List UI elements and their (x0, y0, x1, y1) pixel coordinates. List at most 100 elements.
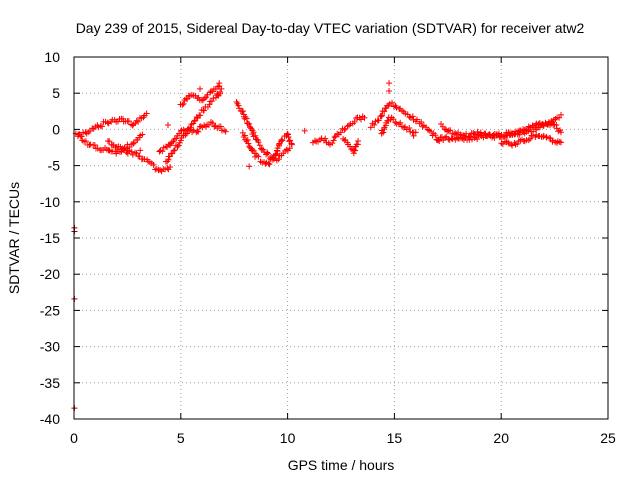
data-point-marker (395, 121, 402, 128)
data-point-marker (558, 111, 565, 118)
data-point-marker (473, 131, 480, 138)
data-point-marker (136, 153, 143, 160)
data-point-marker (403, 126, 410, 133)
data-point-marker (447, 127, 454, 134)
data-point-marker (448, 135, 455, 142)
data-point-marker (197, 112, 204, 119)
data-point-marker (556, 138, 563, 145)
data-point-marker (167, 164, 174, 171)
data-point-marker (177, 137, 184, 144)
data-point-marker (558, 129, 565, 136)
data-point-marker (389, 99, 396, 106)
data-point-marker (137, 147, 144, 154)
data-point-marker (386, 80, 393, 87)
data-point-marker (350, 150, 357, 157)
data-point-marker (173, 135, 180, 142)
data-point-marker (183, 130, 190, 137)
data-point-marker (525, 137, 532, 144)
data-point-marker (129, 140, 136, 147)
data-point-marker (187, 124, 194, 131)
x-tick-label: 20 (493, 430, 509, 446)
y-tick-label: -30 (40, 339, 60, 355)
data-point-marker (412, 129, 419, 136)
data-point-marker (527, 135, 534, 142)
data-point-marker (120, 146, 127, 153)
data-point-marker (132, 149, 139, 156)
x-tick-label: 5 (177, 430, 185, 446)
data-point-marker (244, 136, 251, 143)
axis-ticks (73, 56, 609, 420)
data-point-marker (502, 132, 509, 139)
y-tick-label: -40 (40, 411, 60, 427)
x-tick-label: 25 (600, 430, 616, 446)
data-point-marker (250, 147, 257, 154)
data-point-marker (113, 150, 120, 157)
data-point-marker (463, 130, 470, 137)
data-point-marker (347, 143, 354, 150)
data-point-marker (279, 137, 286, 144)
data-point-marker (235, 102, 242, 109)
data-point-marker (125, 118, 132, 125)
data-point-marker (150, 161, 157, 168)
y-tick-label: -5 (48, 158, 61, 174)
data-point-marker (179, 101, 186, 108)
data-point-marker (210, 95, 217, 102)
data-point-marker (371, 121, 378, 128)
y-axis-label: SDTVAR / TECUs (6, 182, 22, 294)
data-point-marker (135, 118, 142, 125)
data-point-marker (255, 153, 262, 160)
data-point-marker (246, 163, 253, 170)
data-point-marker (522, 126, 529, 133)
data-point-marker (78, 133, 85, 140)
data-point-marker (375, 117, 382, 124)
data-point-marker (390, 116, 397, 123)
data-point-marker (164, 165, 171, 172)
data-point-marker (284, 130, 291, 137)
y-tick-label: 10 (44, 49, 60, 65)
data-point-marker (194, 128, 201, 135)
data-point-marker (222, 128, 229, 135)
data-point-marker (409, 113, 416, 120)
data-point-marker (434, 137, 441, 144)
data-point-marker (139, 131, 146, 138)
data-point-marker (498, 140, 505, 147)
data-point-marker (378, 113, 385, 120)
data-point-marker (474, 136, 481, 143)
grid-lines (74, 57, 608, 419)
data-point-marker (99, 123, 106, 130)
data-point-marker (275, 156, 282, 163)
data-point-marker (252, 132, 259, 139)
data-point-marker (329, 140, 336, 147)
data-point-marker (285, 133, 292, 140)
y-tick-label: 5 (52, 85, 60, 101)
data-point-marker (441, 134, 448, 141)
data-point-marker (381, 108, 388, 115)
data-point-marker (164, 122, 171, 129)
data-point-marker (385, 102, 392, 109)
data-point-marker (143, 110, 150, 117)
data-point-marker (322, 135, 329, 142)
data-point-marker (157, 167, 164, 174)
x-axis-tick-labels: 0 5 10 15 20 25 (70, 430, 616, 446)
data-point-marker (406, 114, 413, 121)
data-point-marker (182, 131, 189, 138)
data-point-marker (441, 126, 448, 133)
data-point-marker (546, 134, 553, 141)
data-point-marker (124, 141, 131, 148)
data-point-marker (106, 138, 113, 145)
data-point-marker (414, 116, 421, 123)
data-point-marker (133, 117, 140, 124)
data-point-marker (346, 122, 353, 129)
data-point-marker (424, 126, 431, 133)
data-point-marker (466, 133, 473, 140)
data-point-marker (337, 129, 344, 136)
data-point-marker (216, 80, 223, 87)
data-point-marker (397, 119, 404, 126)
x-tick-label: 0 (70, 430, 78, 446)
data-point-marker (200, 107, 207, 114)
data-point-marker (246, 121, 253, 128)
data-point-marker (406, 124, 413, 131)
data-point-marker (245, 140, 252, 147)
y-tick-label: 0 (52, 121, 60, 137)
